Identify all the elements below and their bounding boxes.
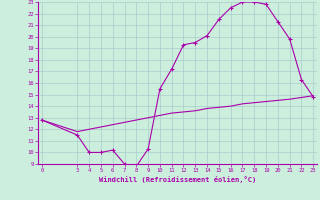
X-axis label: Windchill (Refroidissement éolien,°C): Windchill (Refroidissement éolien,°C) xyxy=(99,176,256,183)
